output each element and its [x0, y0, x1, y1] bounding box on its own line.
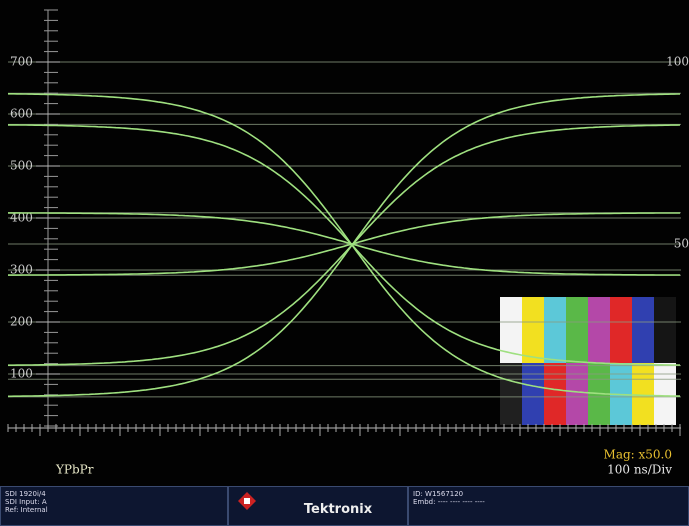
status-center: Tektronix [228, 486, 408, 526]
scale-label: 600 [10, 107, 33, 121]
scale-label: 100 [10, 367, 33, 381]
status-left: SDI 1920i/4 SDI Input: A Ref: Internal [0, 486, 228, 526]
color-bar [566, 297, 588, 363]
status-text: SDI 1920i/4 [5, 490, 46, 498]
format-label: YPbPr [55, 463, 94, 477]
mag-label: Mag: x50.0 [604, 448, 672, 462]
color-bar [654, 297, 676, 363]
trace [8, 212, 680, 276]
color-bar [522, 297, 544, 363]
trace [8, 93, 680, 398]
color-bar [588, 297, 610, 363]
color-bar [654, 363, 676, 425]
status-text: ID: W1567120 [413, 490, 464, 498]
status-text: SDI Input: A [5, 498, 47, 506]
color-bar [500, 363, 522, 425]
color-bar [632, 297, 654, 363]
scale-label: 700 [10, 55, 33, 69]
right-scale-label: 100 [666, 55, 689, 69]
color-bar [566, 363, 588, 425]
trace [8, 212, 680, 276]
color-bars [500, 297, 676, 425]
icon [238, 492, 256, 510]
trace [8, 124, 681, 366]
brand: Tektronix [303, 502, 373, 517]
scale-label: 500 [10, 159, 33, 173]
color-bar [610, 297, 632, 363]
trace [8, 124, 681, 367]
waveform-display: YPbPr Mag: x50.0 100 ns/Div 700 600 500 400… [7, 9, 689, 477]
color-bar [500, 297, 522, 363]
status-right: ID: W1567120 Embd: ---- ---- ---- ---- [408, 486, 689, 526]
color-bar [544, 297, 566, 363]
timebase-label: 100 ns/Div [607, 463, 672, 477]
color-bar [632, 363, 654, 425]
scale-label: 300 [10, 263, 33, 277]
color-bar [522, 363, 544, 425]
status-text: Ref: Internal [5, 506, 48, 514]
trace [8, 93, 680, 397]
status-text: Embd: ---- ---- ---- ---- [413, 498, 485, 506]
right-scale-label: 50 [674, 237, 689, 251]
scale-label: 200 [10, 315, 33, 329]
color-bar [544, 363, 566, 425]
scale-label: 400 [10, 211, 33, 225]
